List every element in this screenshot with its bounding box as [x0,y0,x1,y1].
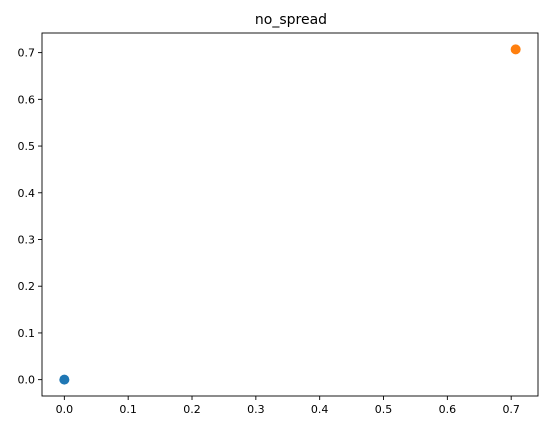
y-tick-label: 0.0 [18,374,36,387]
y-tick-label: 0.5 [18,140,36,153]
x-tick-label: 0.4 [311,403,329,416]
y-tick-label: 0.1 [18,327,36,340]
x-tick-label: 0.2 [183,403,201,416]
y-tick-label: 0.7 [18,47,36,60]
data-point-series-2 [510,44,521,55]
y-tick-label: 0.6 [18,93,36,106]
y-tick-label: 0.3 [18,233,36,246]
x-tick-label: 0.5 [375,403,393,416]
axes-frame [41,32,539,397]
x-tick-label: 0.0 [56,403,74,416]
y-tick-label: 0.2 [18,280,36,293]
x-tick-label: 0.6 [439,403,457,416]
x-tick-label: 0.3 [247,403,265,416]
data-point-series-1 [59,374,70,385]
x-tick-label: 0.1 [119,403,137,416]
chart-title: no_spread [255,12,327,28]
y-tick-label: 0.4 [18,187,36,200]
x-tick-label: 0.7 [502,403,520,416]
plot-area: 0.0 0.1 0.2 0.3 0.4 0.5 0.6 0.7 0.0 0.1 0.2 0.3 0.4 0… [18,32,539,416]
